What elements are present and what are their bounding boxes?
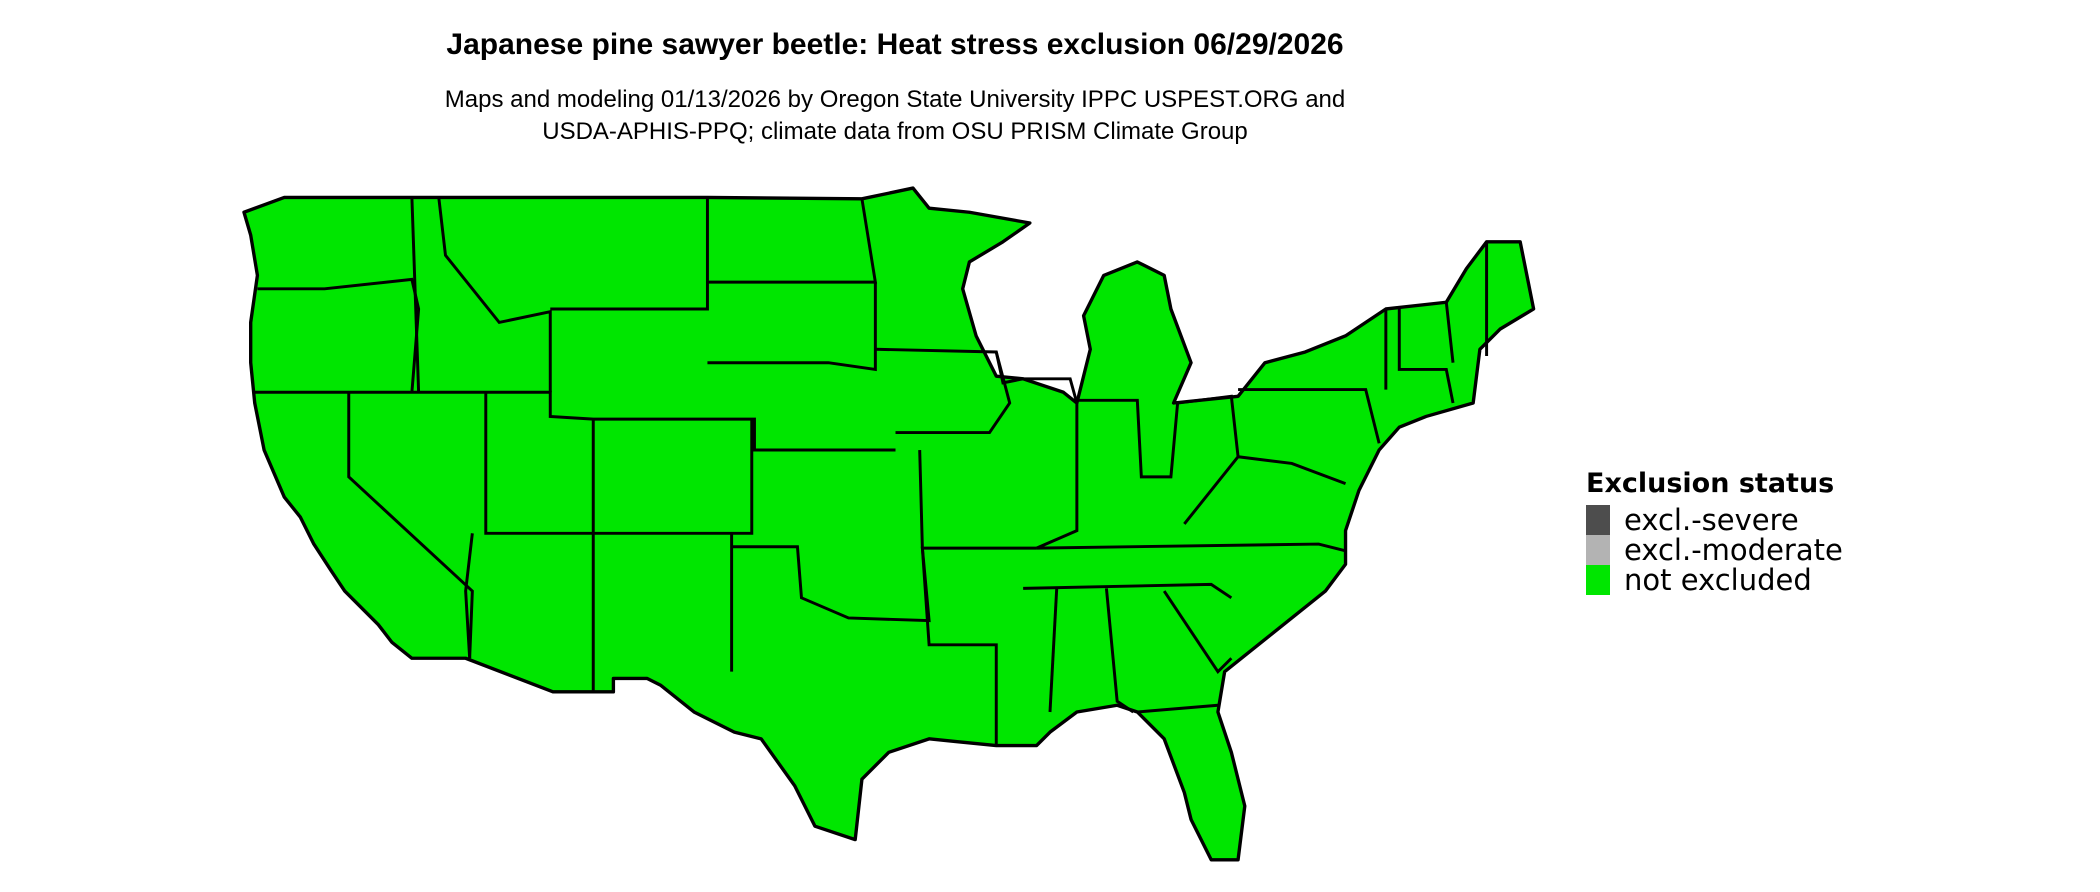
map-subtitle-line-1: Maps and modeling 01/13/2026 by Oregon S… [444,86,1346,113]
legend-swatch-severe [1586,505,1610,535]
us-outline [242,186,1536,862]
legend-swatch-not-excluded [1586,565,1610,595]
map-subtitle-line-2: USDA-APHIS-PPQ; climate data from OSU PR… [542,118,1248,145]
legend: Exclusion status excl.-severe excl.-mode… [1586,468,1843,597]
legend-label: excl.-severe [1624,503,1799,537]
legend-item-severe: excl.-severe [1586,503,1843,537]
legend-label: not excluded [1624,563,1812,597]
legend-label: excl.-moderate [1624,533,1843,567]
legend-swatch-moderate [1586,535,1610,565]
legend-title: Exclusion status [1586,468,1835,499]
legend-item-moderate: excl.-moderate [1586,533,1843,567]
legend-item-not-excluded: not excluded [1586,563,1843,597]
state-borders [254,197,1489,746]
map-title: Japanese pine sawyer beetle: Heat stress… [446,28,1344,61]
